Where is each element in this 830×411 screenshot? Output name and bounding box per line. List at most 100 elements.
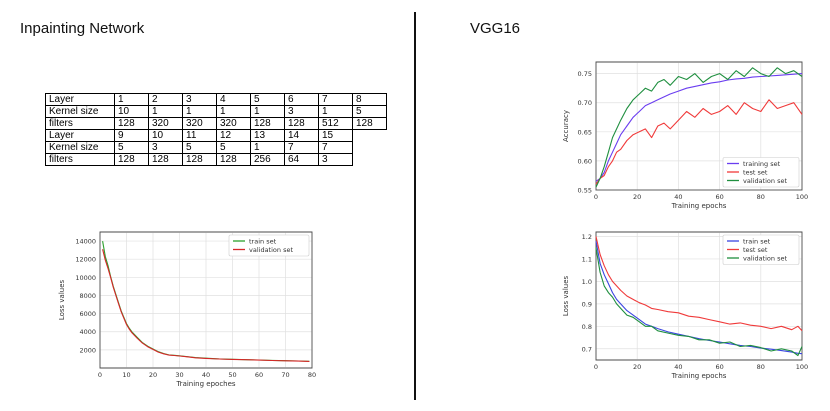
x-tick-label: 10 — [122, 371, 130, 379]
x-tick-label: 20 — [633, 363, 641, 371]
layer-table-cell: 256 — [250, 153, 285, 166]
layer-table-cell: 13 — [250, 129, 285, 142]
y-tick-label: 6000 — [79, 310, 96, 318]
layer-table-cell: 1 — [114, 93, 149, 106]
legend-label: validation set — [743, 255, 787, 263]
layer-table-cell: 128 — [250, 117, 285, 130]
layer-table-cell: 320 — [182, 117, 217, 130]
layer-table-cell: 128 — [148, 153, 183, 166]
y-tick-label: 0.65 — [578, 128, 592, 136]
x-tick-label: 20 — [149, 371, 157, 379]
x-tick-label: 0 — [594, 193, 598, 201]
layer-table-row: Kernel size 5 3 5 5 1 7 7 — [45, 141, 387, 154]
y-tick-label: 0.9 — [582, 300, 592, 308]
y-axis-label: Loss values — [58, 279, 66, 320]
y-tick-label: 1.0 — [582, 278, 592, 286]
x-tick-label: 60 — [715, 193, 723, 201]
y-tick-label: 14000 — [75, 238, 96, 246]
layer-table-cell: 10 — [114, 105, 149, 118]
y-tick-label: 10000 — [75, 274, 96, 282]
layer-table-cell: 8 — [352, 93, 387, 106]
layer-table-cell: 128 — [114, 117, 149, 130]
layer-table-row: Layer 1 2 3 4 5 6 7 8 — [45, 93, 387, 106]
x-axis-label: Training epochs — [671, 202, 727, 210]
layer-table-row: Layer 9 10 11 12 13 14 15 — [45, 129, 387, 142]
layer-table-row: filters 128 128 128 128 256 64 3 — [45, 153, 387, 166]
layer-table-cell: 1 — [182, 105, 217, 118]
layer-table-cell: 5 — [250, 93, 285, 106]
layer-table-cell: 1 — [318, 105, 353, 118]
layer-table-cell: 512 — [318, 117, 353, 130]
layer-table-empty-cell — [353, 154, 387, 166]
series-line-validation-set — [595, 247, 803, 357]
layer-table-cell: 3 — [284, 105, 319, 118]
layer-table-cell: 3 — [182, 93, 217, 106]
layer-table-cell: 320 — [216, 117, 251, 130]
series-line-test-set — [595, 99, 803, 185]
layer-table-cell: 3 — [148, 141, 183, 154]
x-tick-label: 50 — [228, 371, 236, 379]
layer-table-cell: 1 — [216, 105, 251, 118]
vgg-accuracy-chart: 0.55 0.60 0.65 0.70 0.75 0 20 40 60 80 100 Training… — [562, 61, 808, 210]
x-tick-label: 60 — [715, 363, 723, 371]
layer-table-cell: 1 — [250, 141, 285, 154]
layer-table-row-label: filters — [45, 117, 115, 130]
legend-label: train set — [743, 238, 771, 246]
x-tick-label: 30 — [175, 371, 183, 379]
layer-config-table: Layer 1 2 3 4 5 6 7 8 Kernel size 10 1 1 1 1 3 1 5 filters… — [45, 93, 387, 166]
x-tick-label: 80 — [308, 371, 316, 379]
layer-table-cell: 12 — [216, 129, 251, 142]
layer-table-cell: 4 — [216, 93, 251, 106]
x-tick-label: 60 — [255, 371, 263, 379]
x-tick-label: 100 — [796, 193, 808, 201]
legend-box — [722, 234, 800, 265]
series-line-validation-set — [595, 67, 803, 188]
layer-table-cell: 7 — [318, 141, 353, 154]
layer-table-cell: 5 — [352, 105, 387, 118]
legend-label: test set — [743, 169, 768, 177]
inpainting-loss-chart: 2000 4000 6000 8000 10000 12000 14000 0 10 20 30 40… — [58, 231, 316, 388]
y-tick-label: 0.60 — [578, 157, 592, 165]
layer-table-row-label: Kernel size — [45, 105, 115, 118]
layer-table-cell: 128 — [182, 153, 217, 166]
legend-label: train set — [249, 238, 277, 246]
layer-table-cell: 3 — [318, 153, 353, 166]
layer-table-row: filters 128 320 320 320 128 128 512 128 — [45, 117, 387, 130]
series-line-validation-set — [102, 249, 310, 362]
y-tick-label: 0.8 — [582, 323, 592, 331]
layer-table-cell: 1 — [148, 105, 183, 118]
y-tick-label: 1.2 — [582, 233, 592, 241]
layer-table-row-label: Kernel size — [45, 141, 115, 154]
series-line-train-set — [595, 240, 803, 355]
x-axis-label: Training epochs — [671, 372, 727, 380]
x-tick-label: 40 — [674, 363, 682, 371]
vgg-loss-chart: 0.7 0.8 0.9 1.0 1.1 1.2 0 20 40 60 80 100 Training e… — [562, 231, 808, 380]
y-tick-label: 0.7 — [582, 345, 592, 353]
y-tick-label: 4000 — [79, 328, 96, 336]
y-axis-label: Accuracy — [562, 110, 570, 142]
x-tick-label: 0 — [594, 363, 598, 371]
y-tick-label: 0.75 — [578, 70, 592, 78]
x-tick-label: 0 — [98, 371, 102, 379]
series-line-test-set — [595, 236, 803, 332]
layer-table-cell: 9 — [114, 129, 149, 142]
x-tick-label: 40 — [202, 371, 210, 379]
layer-table-empty-cell — [353, 130, 387, 142]
layer-table-cell: 128 — [114, 153, 149, 166]
x-tick-label: 100 — [796, 363, 808, 371]
layer-table-cell: 128 — [284, 117, 319, 130]
layer-table-cell: 7 — [284, 141, 319, 154]
x-tick-label: 20 — [633, 193, 641, 201]
legend-box — [722, 157, 800, 188]
y-tick-label: 8000 — [79, 292, 96, 300]
layer-table-cell: 15 — [318, 129, 353, 142]
y-tick-label: 1.1 — [582, 255, 592, 263]
x-tick-label: 80 — [757, 193, 765, 201]
y-tick-label: 12000 — [75, 256, 96, 264]
layer-table-cell: 2 — [148, 93, 183, 106]
series-line-training-set — [595, 73, 803, 182]
layer-table-cell: 128 — [216, 153, 251, 166]
vertical-divider — [414, 12, 416, 400]
legend-box — [228, 234, 310, 257]
vgg16-heading: VGG16 — [470, 20, 521, 37]
